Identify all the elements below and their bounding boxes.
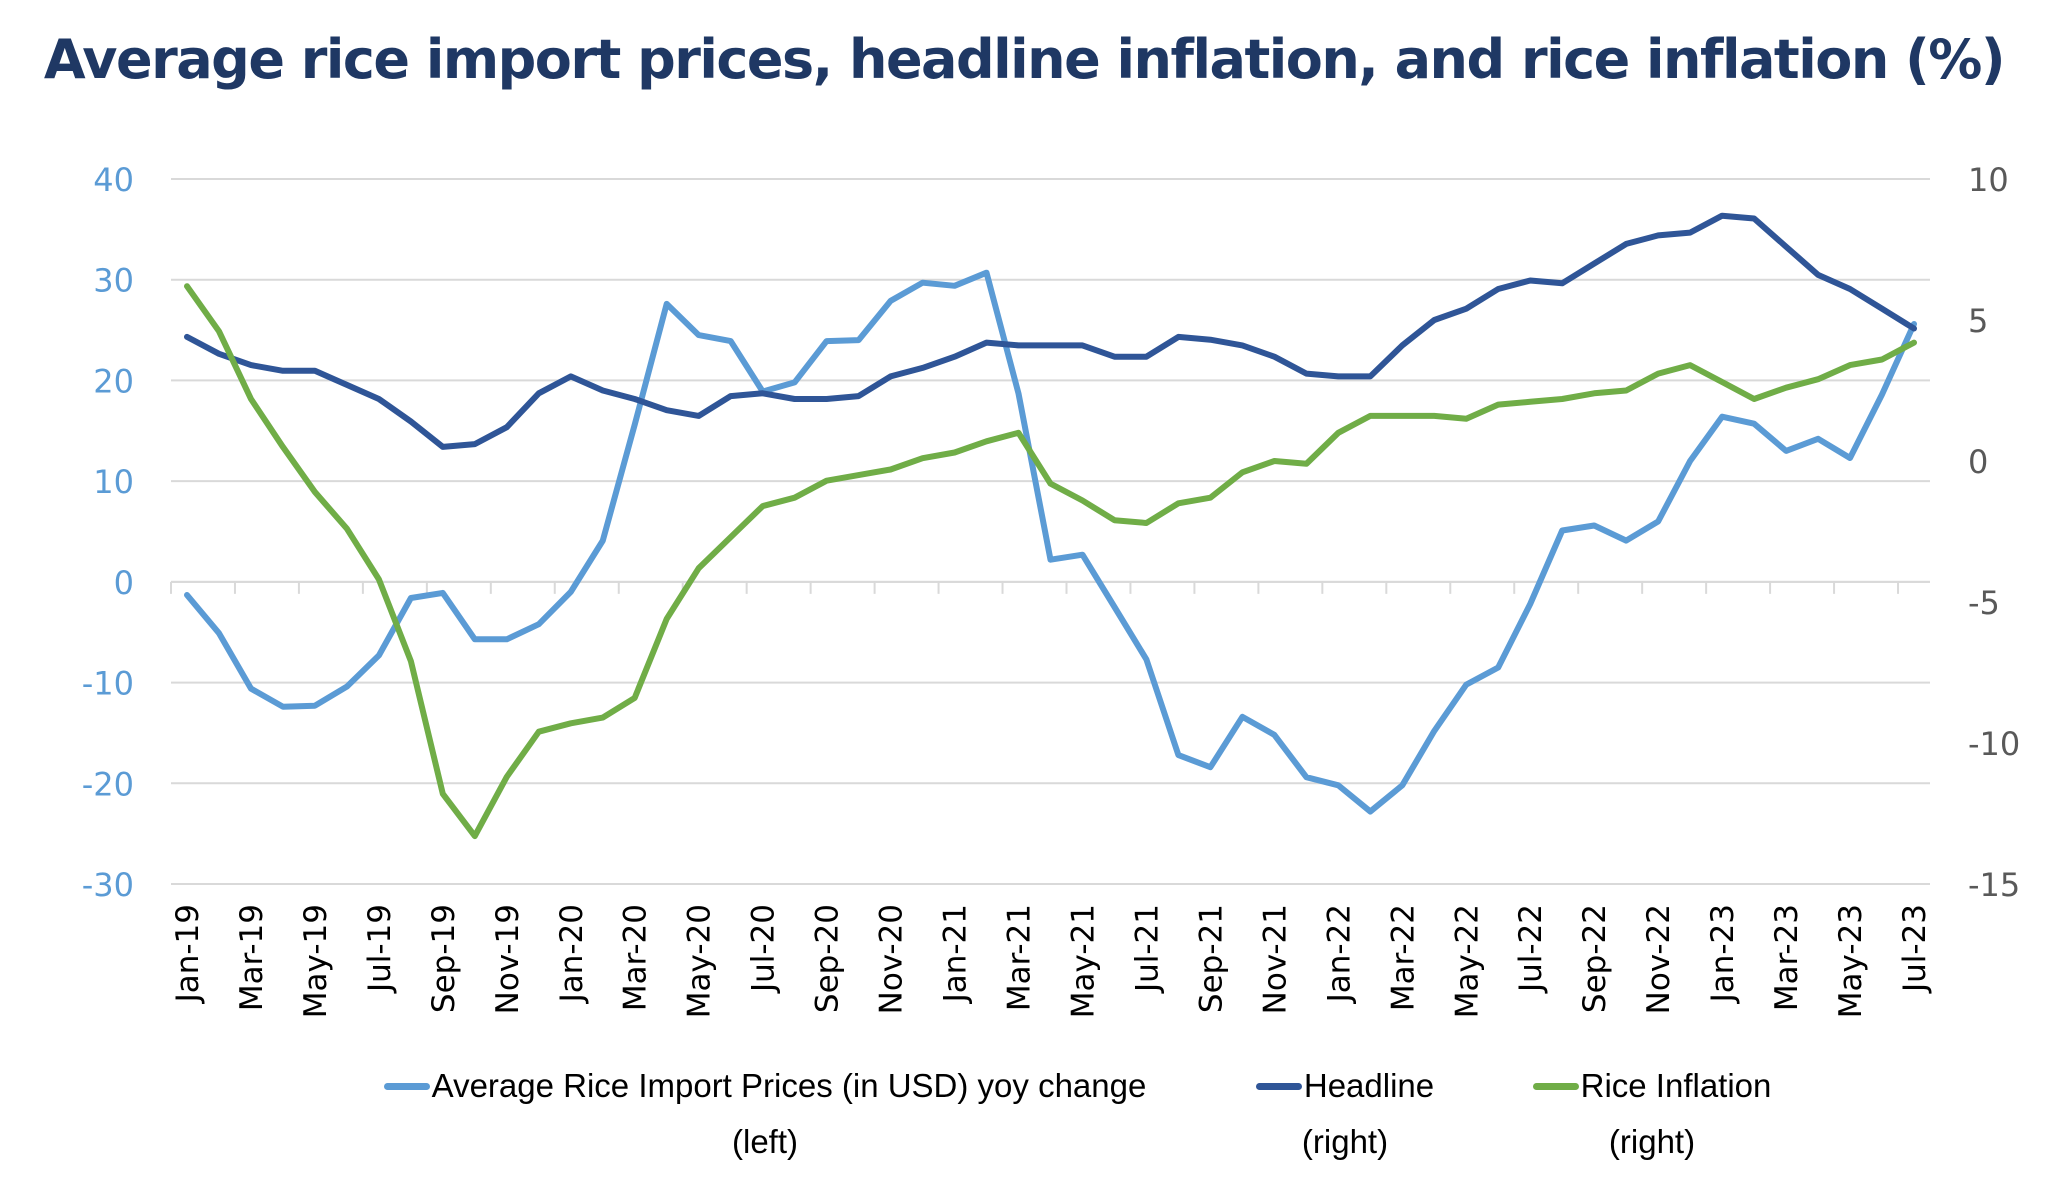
left-y-axis: 40 30 20 10 0 -10 -20 -30: [82, 161, 134, 904]
right-y-axis: 10 5 0 -5 -10 -15: [1968, 161, 2020, 904]
x-axis-tick-label: Mar-20: [618, 904, 654, 1011]
legend-label: Headline: [1303, 1067, 1435, 1104]
x-axis-tick-label: May-23: [1833, 904, 1869, 1018]
legend-swatch-headline: [1255, 1082, 1302, 1090]
right-axis-tick-label: -10: [1968, 725, 2020, 763]
x-axis-tick-label: Sep-19: [426, 904, 462, 1013]
x-axis-tick-label: Jan-23: [1705, 904, 1741, 1004]
x-axis-tick-label: Jul-21: [1129, 904, 1165, 994]
legend-sublabel: (right): [1301, 1123, 1389, 1160]
left-axis-tick-label: 30: [93, 262, 134, 300]
x-axis-tick-label: Mar-19: [234, 904, 270, 1011]
right-axis-tick-label: -5: [1968, 584, 2000, 622]
legend: Average Rice Import Prices (in USD) yoy …: [0, 1058, 2048, 1178]
x-axis-tick-label: Sep-21: [1193, 904, 1229, 1013]
left-axis-tick-label: 40: [93, 161, 134, 199]
x-axis-tick-label: Jul-19: [362, 904, 398, 994]
legend-label: Rice Inflation: [1580, 1067, 1772, 1104]
x-axis-tick-label: Jan-22: [1321, 904, 1357, 1004]
gridlines: [171, 178, 1930, 885]
x-axis-tick-label: Mar-23: [1769, 904, 1805, 1011]
right-axis-tick-label: -15: [1968, 866, 2020, 904]
x-axis-tick-label: Nov-19: [490, 904, 526, 1014]
left-axis-tick-label: 0: [114, 564, 134, 602]
legend-swatch-rice-inflation: [1532, 1082, 1579, 1090]
series-line: [184, 212, 1917, 450]
legend-item-rice-inflation: Rice Inflation (right): [1487, 1058, 1817, 1170]
x-axis-tick-label: Nov-21: [1257, 904, 1293, 1014]
series-line: [184, 269, 1917, 815]
left-axis-tick-label: -20: [82, 765, 134, 803]
x-axis-tick-label: May-20: [682, 904, 718, 1018]
left-axis-tick-label: -10: [82, 665, 134, 703]
series-line: [184, 283, 1917, 840]
x-axis-tick-label: Mar-22: [1385, 904, 1421, 1011]
series-lines: [184, 212, 1917, 840]
x-axis-tick-label: May-21: [1065, 904, 1101, 1018]
left-axis-tick-label: -30: [82, 866, 134, 904]
right-axis-tick-label: 10: [1968, 161, 2009, 199]
x-axis-tick-label: Jul-23: [1897, 904, 1933, 994]
legend-item-headline: Headline (right): [1225, 1058, 1465, 1170]
x-axis-tick-label: Mar-21: [1002, 904, 1038, 1011]
x-axis-tick-label: Sep-20: [810, 904, 846, 1013]
x-axis: Jan-19 Mar-19 May-19 Jul-19 Sep-19 Nov-19 Jan-…: [170, 580, 1933, 1018]
x-axis-tick-label: May-19: [298, 904, 334, 1018]
legend-label: Average Rice Import Prices (in USD) yoy …: [431, 1067, 1147, 1104]
left-axis-tick-label: 10: [93, 463, 134, 501]
x-axis-tick-label: Jul-22: [1513, 904, 1549, 994]
right-axis-tick-label: 5: [1968, 302, 1988, 340]
right-axis-tick-label: 0: [1968, 443, 1988, 481]
x-axis-tick-label: Jul-20: [746, 904, 782, 994]
x-axis-tick-label: Jan-19: [170, 904, 206, 1004]
x-axis-tick-label: Nov-22: [1641, 904, 1677, 1014]
legend-sublabel: (right): [1608, 1123, 1696, 1160]
line-chart: 40 30 20 10 0 -10 -20 -30 10 5 0 -5 -10 -15 Jan-19 Ma…: [82, 161, 2021, 1018]
legend-swatch-import-prices: [383, 1082, 430, 1090]
x-axis-tick-label: Nov-20: [874, 904, 910, 1014]
legend-item-import-prices: Average Rice Import Prices (in USD) yoy …: [350, 1058, 1180, 1170]
x-axis-tick-label: May-22: [1449, 904, 1485, 1018]
left-axis-tick-label: 20: [93, 362, 134, 400]
legend-sublabel: (left): [732, 1123, 798, 1160]
x-axis-tick-label: Jan-20: [554, 904, 590, 1004]
chart-title: Average rice import prices, headline inf…: [43, 28, 2006, 91]
x-axis-tick-label: Sep-22: [1577, 904, 1613, 1013]
x-axis-tick-label: Jan-21: [938, 904, 974, 1004]
